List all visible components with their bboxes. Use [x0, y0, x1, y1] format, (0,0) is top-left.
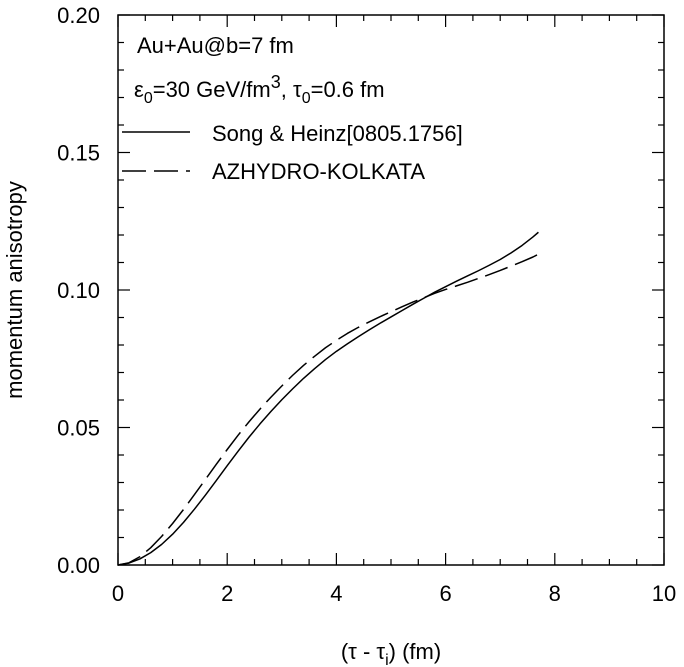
annotation-collision: Au+Au@b=7 fm: [137, 33, 294, 58]
tick-labels: 0 2 4 6 8 10 0.00 0.05 0.10 0.15 0.20: [57, 3, 676, 606]
y-axis-title: momentum anisotropy: [2, 181, 27, 399]
x-tick-label: 2: [221, 581, 233, 606]
legend-label-song-heinz: Song & Heinz[0805.1756]: [212, 121, 463, 146]
x-axis-title-sub: i: [385, 652, 389, 667]
y-tick-label: 0.20: [57, 3, 100, 28]
series-line-song-heinz: [117, 231, 539, 566]
series-lines: [117, 231, 539, 566]
x-tick-label: 8: [549, 581, 561, 606]
x-tick-label: 0: [112, 581, 124, 606]
x-axis-title-tail: ) (fm): [389, 639, 442, 664]
axis-ticks: [117, 14, 665, 566]
y-tick-label: 0.00: [57, 553, 100, 578]
legend: Song & Heinz[0805.1756] AZHYDRO-KOLKATA: [122, 121, 463, 184]
x-tick-label: 4: [330, 581, 342, 606]
separator: ,: [281, 77, 293, 102]
series-line-azhydro-kolkata: [117, 253, 539, 566]
x-tick-label: 6: [439, 581, 451, 606]
energy-density-value: =30 GeV/fm: [153, 77, 271, 102]
epsilon-subscript: 0: [144, 90, 153, 107]
legend-label-azhydro: AZHYDRO-KOLKATA: [212, 159, 425, 184]
tau-value: =0.6 fm: [311, 77, 385, 102]
x-axis-title: (τ - τi) (fm): [341, 639, 441, 667]
tau-symbol: τ: [293, 77, 302, 102]
x-tick-label: 10: [652, 581, 676, 606]
x-axis-title-main: (τ - τ: [341, 639, 386, 664]
tau-subscript: 0: [302, 90, 311, 107]
y-tick-label: 0.10: [57, 278, 100, 303]
epsilon-symbol: ε: [134, 77, 144, 102]
y-tick-label: 0.15: [57, 141, 100, 166]
y-tick-label: 0.05: [57, 416, 100, 441]
fm-exponent: 3: [271, 72, 281, 92]
annotation-initial-conditions: ε0=30 GeV/fm3, τ0=0.6 fm: [134, 72, 385, 107]
